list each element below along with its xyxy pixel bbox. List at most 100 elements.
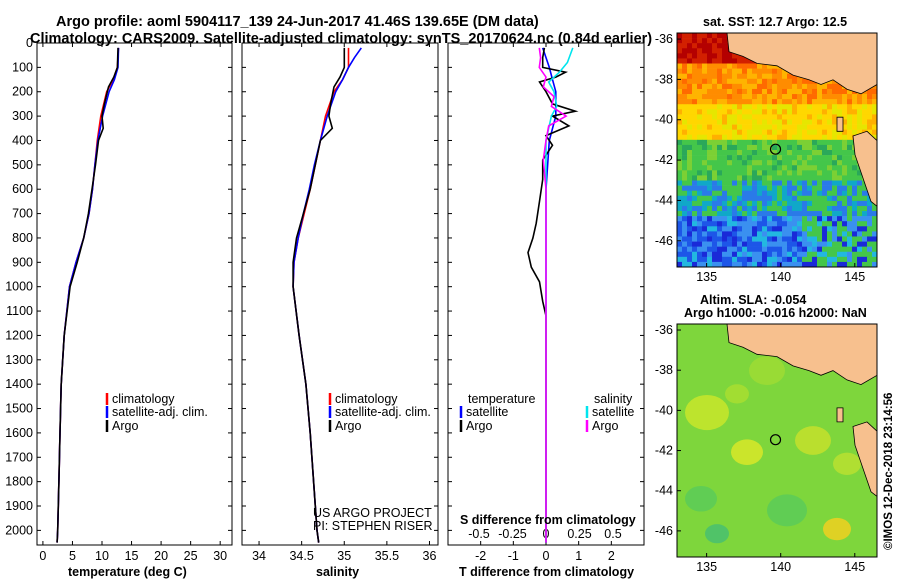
sst-cell — [732, 134, 738, 141]
depth-tick-label: 1500 — [5, 402, 33, 416]
sst-cell — [827, 180, 833, 186]
sst-cell — [817, 170, 823, 176]
sst-cell — [722, 119, 728, 125]
sst-cell — [777, 261, 783, 267]
sst-cell — [707, 216, 713, 222]
sst-cell — [762, 73, 768, 80]
sst-cell — [687, 119, 693, 125]
sst-cell — [797, 190, 803, 197]
sst-cell — [847, 226, 853, 232]
sst-cell — [772, 78, 778, 85]
sst-cell — [747, 150, 753, 156]
sst-cell — [692, 165, 698, 171]
sst-cell — [842, 104, 848, 110]
sst-cell — [677, 216, 683, 222]
sst-cell — [842, 241, 848, 247]
sst-cell — [757, 165, 763, 171]
sst-cell — [732, 58, 738, 64]
sst-cell — [747, 83, 753, 90]
sst-cell — [822, 99, 828, 105]
sst-cell — [682, 246, 688, 253]
sst-cell — [827, 139, 833, 146]
sst-cell — [722, 48, 728, 54]
sst-cell — [767, 109, 773, 115]
sst-cell — [752, 241, 758, 247]
depth-tick-label: 800 — [12, 231, 33, 245]
sst-cell — [802, 190, 808, 197]
sst-cell — [777, 246, 783, 253]
sst-cell — [747, 88, 753, 95]
sst-cell — [822, 94, 828, 100]
sst-cell — [762, 246, 768, 253]
sst-cell — [767, 226, 773, 232]
sst-cell — [782, 78, 788, 85]
salinity-axes-frame — [241, 42, 439, 546]
sst-cell — [717, 109, 723, 115]
sst-cell — [862, 99, 868, 105]
sst-cell — [717, 155, 723, 161]
sst-cell — [692, 185, 698, 191]
sst-cell — [677, 261, 683, 267]
sst-cell — [757, 104, 763, 110]
sst-cell — [837, 190, 843, 197]
sst-cell — [722, 216, 728, 222]
sst-cell — [832, 256, 838, 263]
x-tick-label: 0 — [543, 549, 550, 563]
sst-cell — [697, 190, 703, 197]
sst-cell — [857, 190, 863, 197]
lat-tick-label: -42 — [655, 153, 673, 167]
sst-cell — [747, 109, 753, 115]
sst-cell — [842, 129, 848, 136]
sst-cell — [832, 185, 838, 191]
sst-cell — [762, 211, 768, 217]
sst-cell — [682, 99, 688, 105]
sst-cell — [792, 88, 798, 95]
sst-cell — [752, 165, 758, 171]
sst-cell — [727, 68, 733, 74]
sst-cell — [732, 53, 738, 59]
sst-cell — [722, 94, 728, 100]
sst-cell — [742, 226, 748, 232]
sst-cell — [822, 170, 828, 176]
sst-cell — [702, 38, 708, 44]
sst-cell — [797, 99, 803, 105]
sst-cell — [822, 114, 828, 120]
sst-cell — [687, 251, 693, 258]
sst-cell — [857, 216, 863, 222]
sst-cell — [702, 139, 708, 146]
sst-cell — [772, 139, 778, 146]
sst-cell — [852, 124, 858, 130]
sst-cell — [807, 190, 813, 197]
legend-title-salinity: salinity — [594, 392, 633, 406]
sst-cell — [842, 200, 848, 207]
sst-cell — [717, 63, 723, 69]
sst-cell — [727, 124, 733, 130]
sst-cell — [682, 155, 688, 161]
sst-cell — [832, 119, 838, 125]
sst-map-title: sat. SST: 12.7 Argo: 12.5 — [703, 15, 847, 29]
sst-cell — [792, 241, 798, 247]
sst-cell — [787, 119, 793, 125]
sst-cell — [717, 73, 723, 80]
sst-cell — [812, 104, 818, 110]
sst-cell — [852, 246, 858, 253]
sst-cell — [797, 261, 803, 267]
sst-cell — [702, 94, 708, 100]
sst-cell — [712, 68, 718, 74]
sst-cell — [712, 226, 718, 232]
sst-cell — [687, 165, 693, 171]
sst-cell — [777, 165, 783, 171]
sst-cell — [677, 94, 683, 100]
sst-cell — [802, 99, 808, 105]
sst-cell — [787, 231, 793, 237]
sst-cell — [737, 256, 743, 263]
sst-cell — [722, 261, 728, 267]
sst-cell — [692, 68, 698, 74]
sst-cell — [772, 144, 778, 151]
sst-cell — [737, 160, 743, 166]
sst-cell — [767, 83, 773, 90]
sst-cell — [857, 226, 863, 232]
sst-cell — [747, 200, 753, 207]
sst-cell — [727, 114, 733, 120]
sst-cell — [797, 175, 803, 181]
